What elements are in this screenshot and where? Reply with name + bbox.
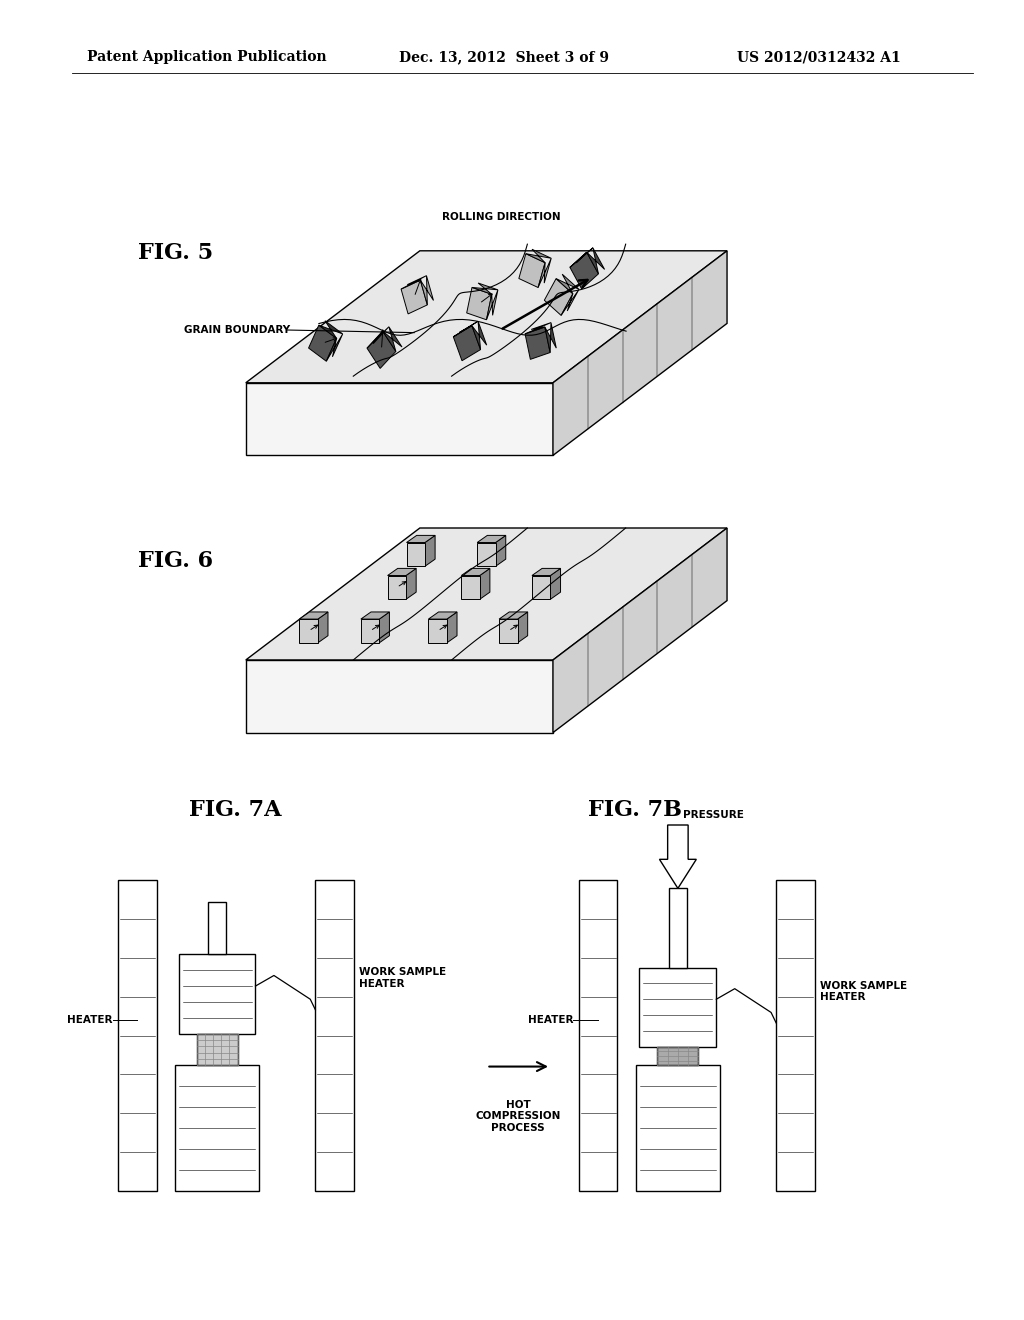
Polygon shape [496, 536, 506, 566]
Polygon shape [425, 536, 435, 566]
Polygon shape [561, 289, 579, 315]
Polygon shape [428, 612, 457, 619]
Text: FIG. 7A: FIG. 7A [189, 799, 282, 821]
Polygon shape [118, 880, 157, 1191]
Polygon shape [519, 253, 545, 288]
Polygon shape [669, 888, 687, 968]
Polygon shape [175, 1065, 259, 1191]
Polygon shape [401, 280, 427, 314]
Polygon shape [472, 282, 498, 294]
Polygon shape [525, 322, 551, 334]
Polygon shape [367, 327, 389, 348]
Text: HOT
COMPRESSION
PROCESS: HOT COMPRESSION PROCESS [475, 1100, 561, 1133]
Polygon shape [532, 576, 551, 599]
Polygon shape [407, 543, 425, 566]
Polygon shape [360, 619, 379, 643]
Polygon shape [406, 569, 416, 599]
Text: Dec. 13, 2012  Sheet 3 of 9: Dec. 13, 2012 Sheet 3 of 9 [399, 50, 609, 65]
Polygon shape [367, 331, 396, 368]
Polygon shape [407, 536, 435, 543]
Polygon shape [636, 1065, 720, 1191]
Polygon shape [299, 619, 317, 643]
Polygon shape [420, 276, 433, 305]
Polygon shape [538, 259, 551, 288]
Text: FIG. 5: FIG. 5 [138, 242, 213, 264]
Polygon shape [556, 275, 579, 294]
Polygon shape [461, 576, 479, 599]
Polygon shape [299, 612, 328, 619]
Polygon shape [387, 576, 406, 599]
Polygon shape [315, 880, 354, 1191]
Polygon shape [579, 880, 617, 1191]
Polygon shape [246, 383, 553, 455]
Polygon shape [246, 528, 727, 660]
Polygon shape [570, 252, 598, 289]
Polygon shape [360, 612, 389, 619]
Polygon shape [454, 321, 478, 337]
Polygon shape [570, 248, 593, 268]
Polygon shape [379, 612, 389, 643]
Polygon shape [532, 569, 560, 576]
Polygon shape [553, 528, 727, 733]
Polygon shape [428, 619, 446, 643]
Text: WORK SAMPLE
HEATER: WORK SAMPLE HEATER [359, 968, 446, 989]
Polygon shape [776, 880, 815, 1191]
Text: PRESSURE: PRESSURE [683, 809, 743, 820]
Polygon shape [551, 569, 560, 599]
Polygon shape [657, 1047, 698, 1065]
Polygon shape [545, 279, 572, 315]
Polygon shape [526, 249, 551, 263]
Polygon shape [461, 569, 489, 576]
Polygon shape [479, 569, 489, 599]
Polygon shape [327, 334, 343, 362]
Polygon shape [246, 251, 727, 383]
Text: GRAIN BOUNDARY: GRAIN BOUNDARY [184, 325, 291, 335]
Polygon shape [446, 612, 457, 643]
Polygon shape [197, 1034, 238, 1065]
Polygon shape [467, 288, 492, 319]
Polygon shape [477, 543, 496, 566]
Polygon shape [472, 321, 486, 350]
Polygon shape [486, 290, 498, 319]
Polygon shape [454, 326, 480, 360]
Polygon shape [318, 321, 343, 338]
Polygon shape [587, 248, 604, 273]
Text: US 2012/0312432 A1: US 2012/0312432 A1 [737, 50, 901, 65]
Text: Patent Application Publication: Patent Application Publication [87, 50, 327, 65]
Polygon shape [499, 612, 527, 619]
Polygon shape [208, 902, 226, 954]
Polygon shape [477, 536, 506, 543]
Text: WORK SAMPLE
HEATER: WORK SAMPLE HEATER [820, 981, 907, 1002]
Polygon shape [178, 954, 256, 1034]
Text: ROLLING DIRECTION: ROLLING DIRECTION [442, 211, 561, 222]
Polygon shape [639, 968, 717, 1047]
Polygon shape [499, 619, 517, 643]
Text: FIG. 6: FIG. 6 [138, 549, 213, 572]
Polygon shape [317, 612, 328, 643]
Polygon shape [659, 825, 696, 888]
Polygon shape [246, 660, 553, 733]
Polygon shape [383, 327, 402, 351]
Polygon shape [517, 612, 527, 643]
Polygon shape [308, 325, 337, 362]
Polygon shape [387, 569, 416, 576]
Polygon shape [525, 327, 550, 359]
Text: HEATER: HEATER [528, 1015, 573, 1026]
Polygon shape [553, 251, 727, 455]
Polygon shape [545, 322, 556, 352]
Text: HEATER: HEATER [68, 1015, 113, 1026]
Text: FIG. 7B: FIG. 7B [588, 799, 682, 821]
Polygon shape [401, 276, 426, 289]
